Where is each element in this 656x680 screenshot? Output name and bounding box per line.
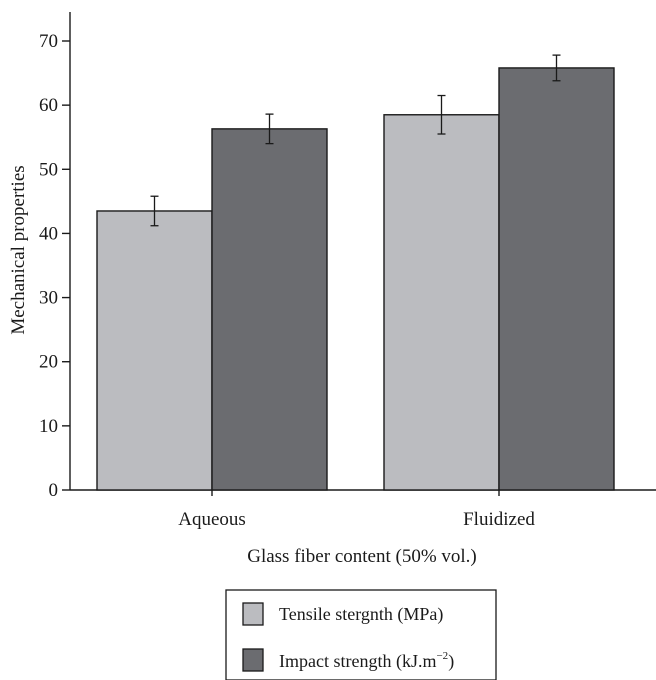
bar	[383, 114, 500, 491]
y-tick-label: 50	[39, 159, 58, 180]
legend-box	[225, 589, 497, 680]
bars-group	[96, 67, 615, 491]
legend-swatch-impact	[242, 648, 264, 672]
y-tick-label: 20	[39, 352, 58, 373]
y-tick-label: 30	[39, 288, 58, 309]
legend-label-impact-sup: −2	[436, 650, 448, 662]
legend-label-impact: Impact strength (kJ.m−2)	[279, 650, 454, 672]
bar	[498, 67, 615, 491]
x-tick-label: Aqueous	[178, 509, 246, 530]
x-tick-label: Fluidized	[463, 509, 535, 530]
x-axis: Aqueous Fluidized	[70, 489, 656, 530]
legend-label-tensile: Tensile stergnth (MPa)	[279, 604, 443, 625]
y-tick-label: 70	[39, 31, 58, 52]
legend-label-impact-main: Impact strength (kJ.m	[279, 651, 436, 672]
y-axis: 0 10 20 30 40 50 60 70	[39, 12, 71, 501]
error-bars-group	[150, 54, 561, 227]
bar	[211, 128, 328, 491]
legend-swatch-tensile	[242, 602, 264, 626]
y-tick-label: 60	[39, 95, 58, 116]
legend-label-impact-suffix: )	[448, 651, 454, 672]
x-axis-label: Glass fiber content (50% vol.)	[247, 546, 477, 567]
bar	[96, 210, 213, 491]
legend: Tensile stergnth (MPa) Impact strength (…	[225, 589, 497, 680]
y-axis-label: Mechanical properties	[8, 165, 29, 334]
y-tick-label: 0	[49, 480, 59, 501]
y-tick-label: 40	[39, 223, 58, 244]
y-tick-label: 10	[39, 416, 58, 437]
